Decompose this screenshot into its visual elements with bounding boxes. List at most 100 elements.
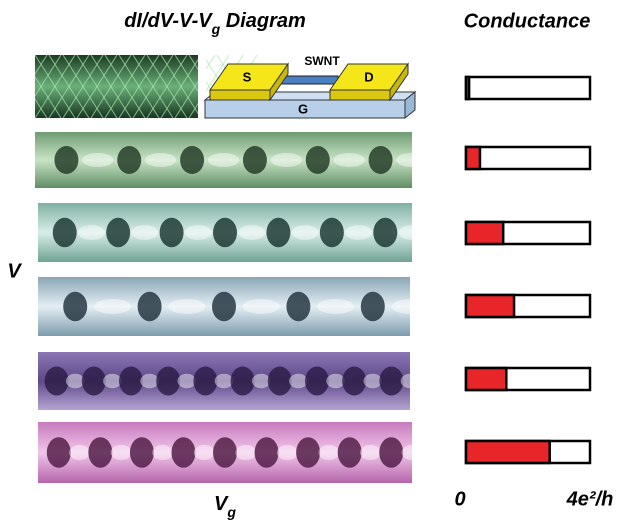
panel-spot: [242, 146, 267, 174]
bar: [464, 293, 516, 319]
panel-spot: [171, 437, 196, 468]
panel-highlight: [69, 444, 90, 461]
panel-line: [132, 54, 174, 119]
panel-highlight: [82, 153, 114, 167]
panel-spot: [137, 291, 162, 322]
x-label-sub: g: [226, 504, 236, 520]
gate-label: G: [298, 101, 308, 116]
panel-highlight: [317, 299, 355, 314]
panel-highlight: [326, 373, 345, 389]
x-tick-label: 4e²/h: [566, 488, 614, 510]
panel-highlight: [177, 373, 197, 389]
bar-frame: [464, 145, 592, 171]
x-label-main: V: [214, 493, 229, 515]
title-sub: g: [211, 21, 221, 37]
panel-highlight: [144, 153, 177, 167]
bar: [464, 220, 505, 246]
bar: [464, 439, 551, 465]
x-tick-label: 0: [454, 488, 465, 510]
panel-spot: [129, 437, 154, 468]
conductance-bars: 0 4e²/h: [454, 75, 614, 510]
title-main: dI/dV-V-V: [124, 10, 213, 32]
panel-highlight: [333, 153, 365, 167]
panel-spot: [286, 291, 311, 322]
title-rest: Diagram: [220, 10, 306, 32]
panel-highlight: [360, 444, 381, 461]
panel-highlight: [131, 225, 159, 240]
panel-highlight: [152, 444, 174, 461]
panel-spot: [379, 366, 404, 396]
panel-spot: [267, 366, 292, 396]
x-label: Vg: [214, 493, 236, 519]
panel-highlight: [289, 373, 308, 389]
panel-line: [104, 54, 146, 119]
panel-highlight: [65, 373, 85, 389]
panels: [0, 54, 429, 483]
panel-spot: [266, 217, 291, 248]
panel-spot: [212, 291, 236, 322]
panel-clip: [0, 55, 35, 118]
panel-spot: [337, 437, 362, 468]
panel-spot: [319, 217, 344, 248]
panel-spot: [159, 217, 184, 248]
drain-pad-side: [389, 62, 409, 102]
tube-label: SWNT: [304, 54, 340, 68]
panel-spot: [46, 437, 71, 468]
panel-highlight: [93, 299, 131, 314]
panel-spot: [360, 291, 385, 322]
panel-highlight: [78, 225, 105, 240]
panel-line: [160, 54, 202, 119]
gate-side: [404, 90, 416, 120]
panel-highlight: [103, 373, 122, 389]
conductance-title: Conductance: [464, 10, 591, 32]
panel-highlight: [291, 225, 319, 240]
panel-highlight: [398, 225, 426, 240]
panel-spot: [193, 366, 218, 396]
bar: [464, 145, 482, 171]
source-label: S: [243, 69, 252, 84]
panel-highlight: [391, 299, 429, 314]
device-diagram: S D G SWNT: [203, 54, 417, 120]
drain-pad-front: [329, 89, 391, 101]
panel-highlight: [242, 299, 280, 314]
panel-highlight: [396, 153, 428, 167]
panel-spot: [368, 146, 393, 174]
panel-line: [48, 54, 90, 119]
bar: [464, 366, 508, 392]
figure-title: dI/dV-V-Vg Diagram: [124, 10, 306, 36]
panel-spot: [156, 366, 181, 396]
panel-line: [90, 54, 132, 119]
panel-spot: [342, 366, 367, 396]
panel-highlight: [345, 225, 372, 240]
panel-highlight: [318, 444, 340, 461]
panel-spot: [213, 437, 237, 468]
panel-clip: [198, 55, 206, 118]
panel-spot: [63, 291, 88, 322]
source-pad-front: [209, 89, 271, 101]
image-panel: [35, 132, 412, 188]
panel-spot: [296, 437, 321, 468]
panel-highlight: [184, 225, 212, 240]
panel-highlight: [270, 153, 303, 167]
panel-highlight: [110, 444, 132, 461]
panel-highlight: [193, 444, 215, 461]
panel-line: [34, 54, 76, 119]
panel-highlight: [235, 444, 257, 461]
y-label: V: [7, 260, 22, 282]
panel-spot: [305, 366, 329, 396]
panel-highlight: [400, 373, 420, 389]
panel-line: [62, 54, 104, 119]
panel-highlight: [214, 373, 234, 389]
panel-spot: [373, 217, 398, 248]
panel-spot: [106, 217, 131, 248]
panel-highlight: [363, 373, 383, 389]
drain-label: D: [364, 69, 373, 84]
panel-highlight: [168, 299, 206, 314]
panel-spot: [305, 146, 330, 174]
panel-line: [76, 54, 118, 119]
panel-highlight: [140, 373, 159, 389]
panel-line: [118, 54, 160, 119]
panel-spot: [52, 217, 77, 248]
panel-spot: [44, 366, 69, 396]
bar: [464, 75, 471, 101]
